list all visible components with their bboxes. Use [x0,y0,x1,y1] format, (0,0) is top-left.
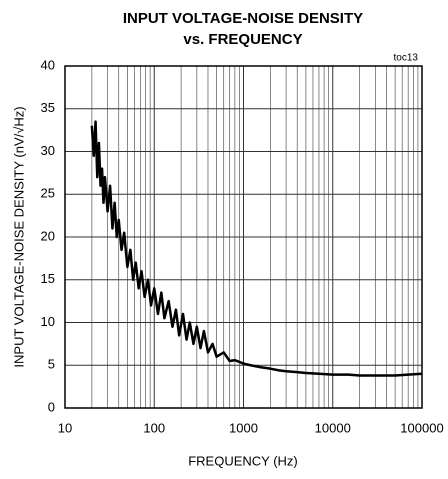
y-tick-label: 15 [41,271,55,286]
chart-subtitle: vs. FREQUENCY [183,31,302,48]
y-axis-label: INPUT VOLTAGE-NOISE DENSITY (nV/√Hz) [11,106,26,367]
x-axis-label: FREQUENCY (Hz) [188,453,298,468]
y-tick-label: 5 [48,357,55,372]
y-tick-label: 20 [41,228,55,243]
plot-frame [64,65,423,409]
noise-line [90,120,423,377]
x-tick-label: 1000 [229,420,258,435]
annotation: toc13 [394,53,419,64]
y-tick-label: 25 [41,186,55,201]
x-tick-label: 100 [143,420,165,435]
y-tick-label: 0 [48,399,55,414]
y-tick-label: 40 [41,57,55,72]
x-tick-label: 10000 [315,420,351,435]
y-tick-label: 10 [41,314,55,329]
y-tick-label: 35 [41,100,55,115]
chart-title: INPUT VOLTAGE-NOISE DENSITY [123,10,363,27]
y-tick-label: 30 [41,143,55,158]
x-tick-label: 10 [58,420,72,435]
x-tick-label: 100000 [400,420,443,435]
